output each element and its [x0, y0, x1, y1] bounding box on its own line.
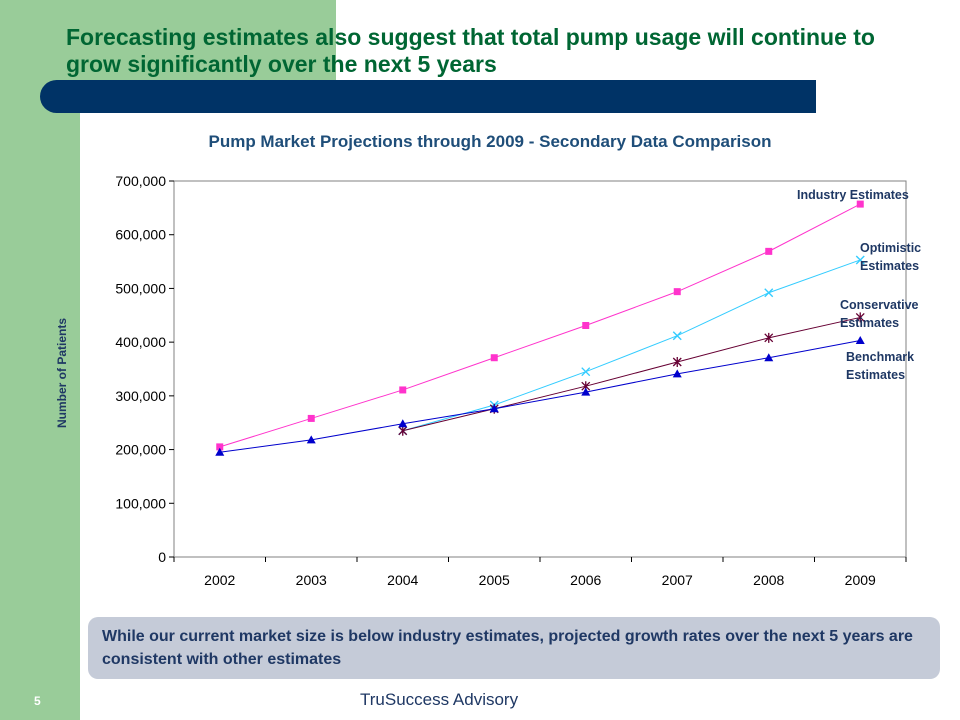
series-label-benchmark-line-1: Benchmark — [846, 350, 915, 364]
data-point-conservative — [855, 312, 865, 323]
series-label-optimistic-line-1: Optimistic — [860, 241, 922, 255]
data-point-benchmark — [764, 353, 774, 362]
data-point-benchmark — [581, 387, 591, 396]
data-point-industry — [765, 247, 773, 255]
x-tick-label: 2002 — [204, 572, 235, 588]
data-point-optimistic — [855, 255, 865, 265]
y-tick-label: 700,000 — [115, 173, 166, 189]
x-tick-label: 2007 — [662, 572, 693, 588]
chart-title: Pump Market Projections through 2009 - S… — [208, 132, 772, 151]
title-underline-bar — [40, 80, 816, 113]
series-line-conservative — [402, 316, 861, 432]
x-tick-label: 2008 — [753, 572, 784, 588]
data-point-industry — [216, 443, 224, 451]
data-point-optimistic — [764, 288, 774, 298]
series-line-industry — [219, 203, 861, 448]
y-axis-title: Number of Patients — [55, 318, 69, 428]
series-label-benchmark: Benchmark Estimates — [846, 348, 914, 384]
series-label-benchmark-line-2: Estimates — [846, 368, 906, 382]
series-label-optimistic: Optimistic Estimates — [860, 239, 921, 275]
series-line-benchmark — [219, 340, 861, 453]
data-point-industry — [673, 288, 681, 296]
data-point-benchmark — [672, 369, 682, 378]
series-line-optimistic — [402, 259, 861, 432]
data-point-conservative — [764, 332, 774, 343]
data-point-industry — [856, 200, 864, 208]
x-tick-label: 2009 — [845, 572, 876, 588]
series-label-conservative-line-2: Estimates — [840, 316, 900, 330]
summary-callout: While our current market size is below i… — [88, 617, 940, 679]
data-point-optimistic — [672, 331, 682, 341]
data-point-benchmark — [855, 336, 865, 345]
left-sidebar-band — [0, 0, 80, 720]
data-point-benchmark — [215, 447, 225, 456]
data-point-industry — [490, 354, 498, 362]
series-label-industry-line-1: Industry Estimates — [797, 188, 909, 202]
data-point-industry — [307, 414, 315, 422]
series-label-conservative-line-1: Conservative — [840, 298, 919, 312]
data-point-conservative — [672, 357, 682, 368]
x-tick-label: 2005 — [479, 572, 510, 588]
data-point-benchmark — [489, 404, 499, 413]
x-tick-label: 2006 — [570, 572, 601, 588]
y-tick-label: 200,000 — [115, 442, 166, 458]
series-label-conservative: Conservative Estimates — [840, 296, 919, 332]
data-point-conservative — [398, 425, 408, 436]
pump-projection-chart: 0 100,000 200,000 300,000 400,000 500,000 600,… — [55, 173, 907, 588]
data-point-industry — [399, 386, 407, 394]
y-tick-label: 500,000 — [115, 280, 166, 296]
header-green-block — [80, 0, 336, 82]
slide-title: Forecasting estimates also suggest that … — [66, 24, 875, 77]
data-point-industry — [582, 321, 590, 329]
y-tick-label: 600,000 — [115, 227, 166, 243]
data-point-optimistic — [581, 367, 591, 377]
series-label-optimistic-line-2: Estimates — [860, 259, 920, 273]
y-tick-label: 0 — [158, 549, 166, 565]
y-tick-label: 300,000 — [115, 388, 166, 404]
y-tick-label: 400,000 — [115, 334, 166, 350]
footer-company: TruSuccess Advisory — [360, 690, 519, 709]
series-label-industry: Industry Estimates — [797, 186, 909, 204]
data-point-benchmark — [398, 419, 408, 428]
x-tick-label: 2004 — [387, 572, 418, 588]
y-tick-label: 100,000 — [115, 495, 166, 511]
x-tick-label: 2003 — [296, 572, 327, 588]
page-number: 5 — [34, 694, 41, 708]
data-point-benchmark — [306, 435, 316, 444]
